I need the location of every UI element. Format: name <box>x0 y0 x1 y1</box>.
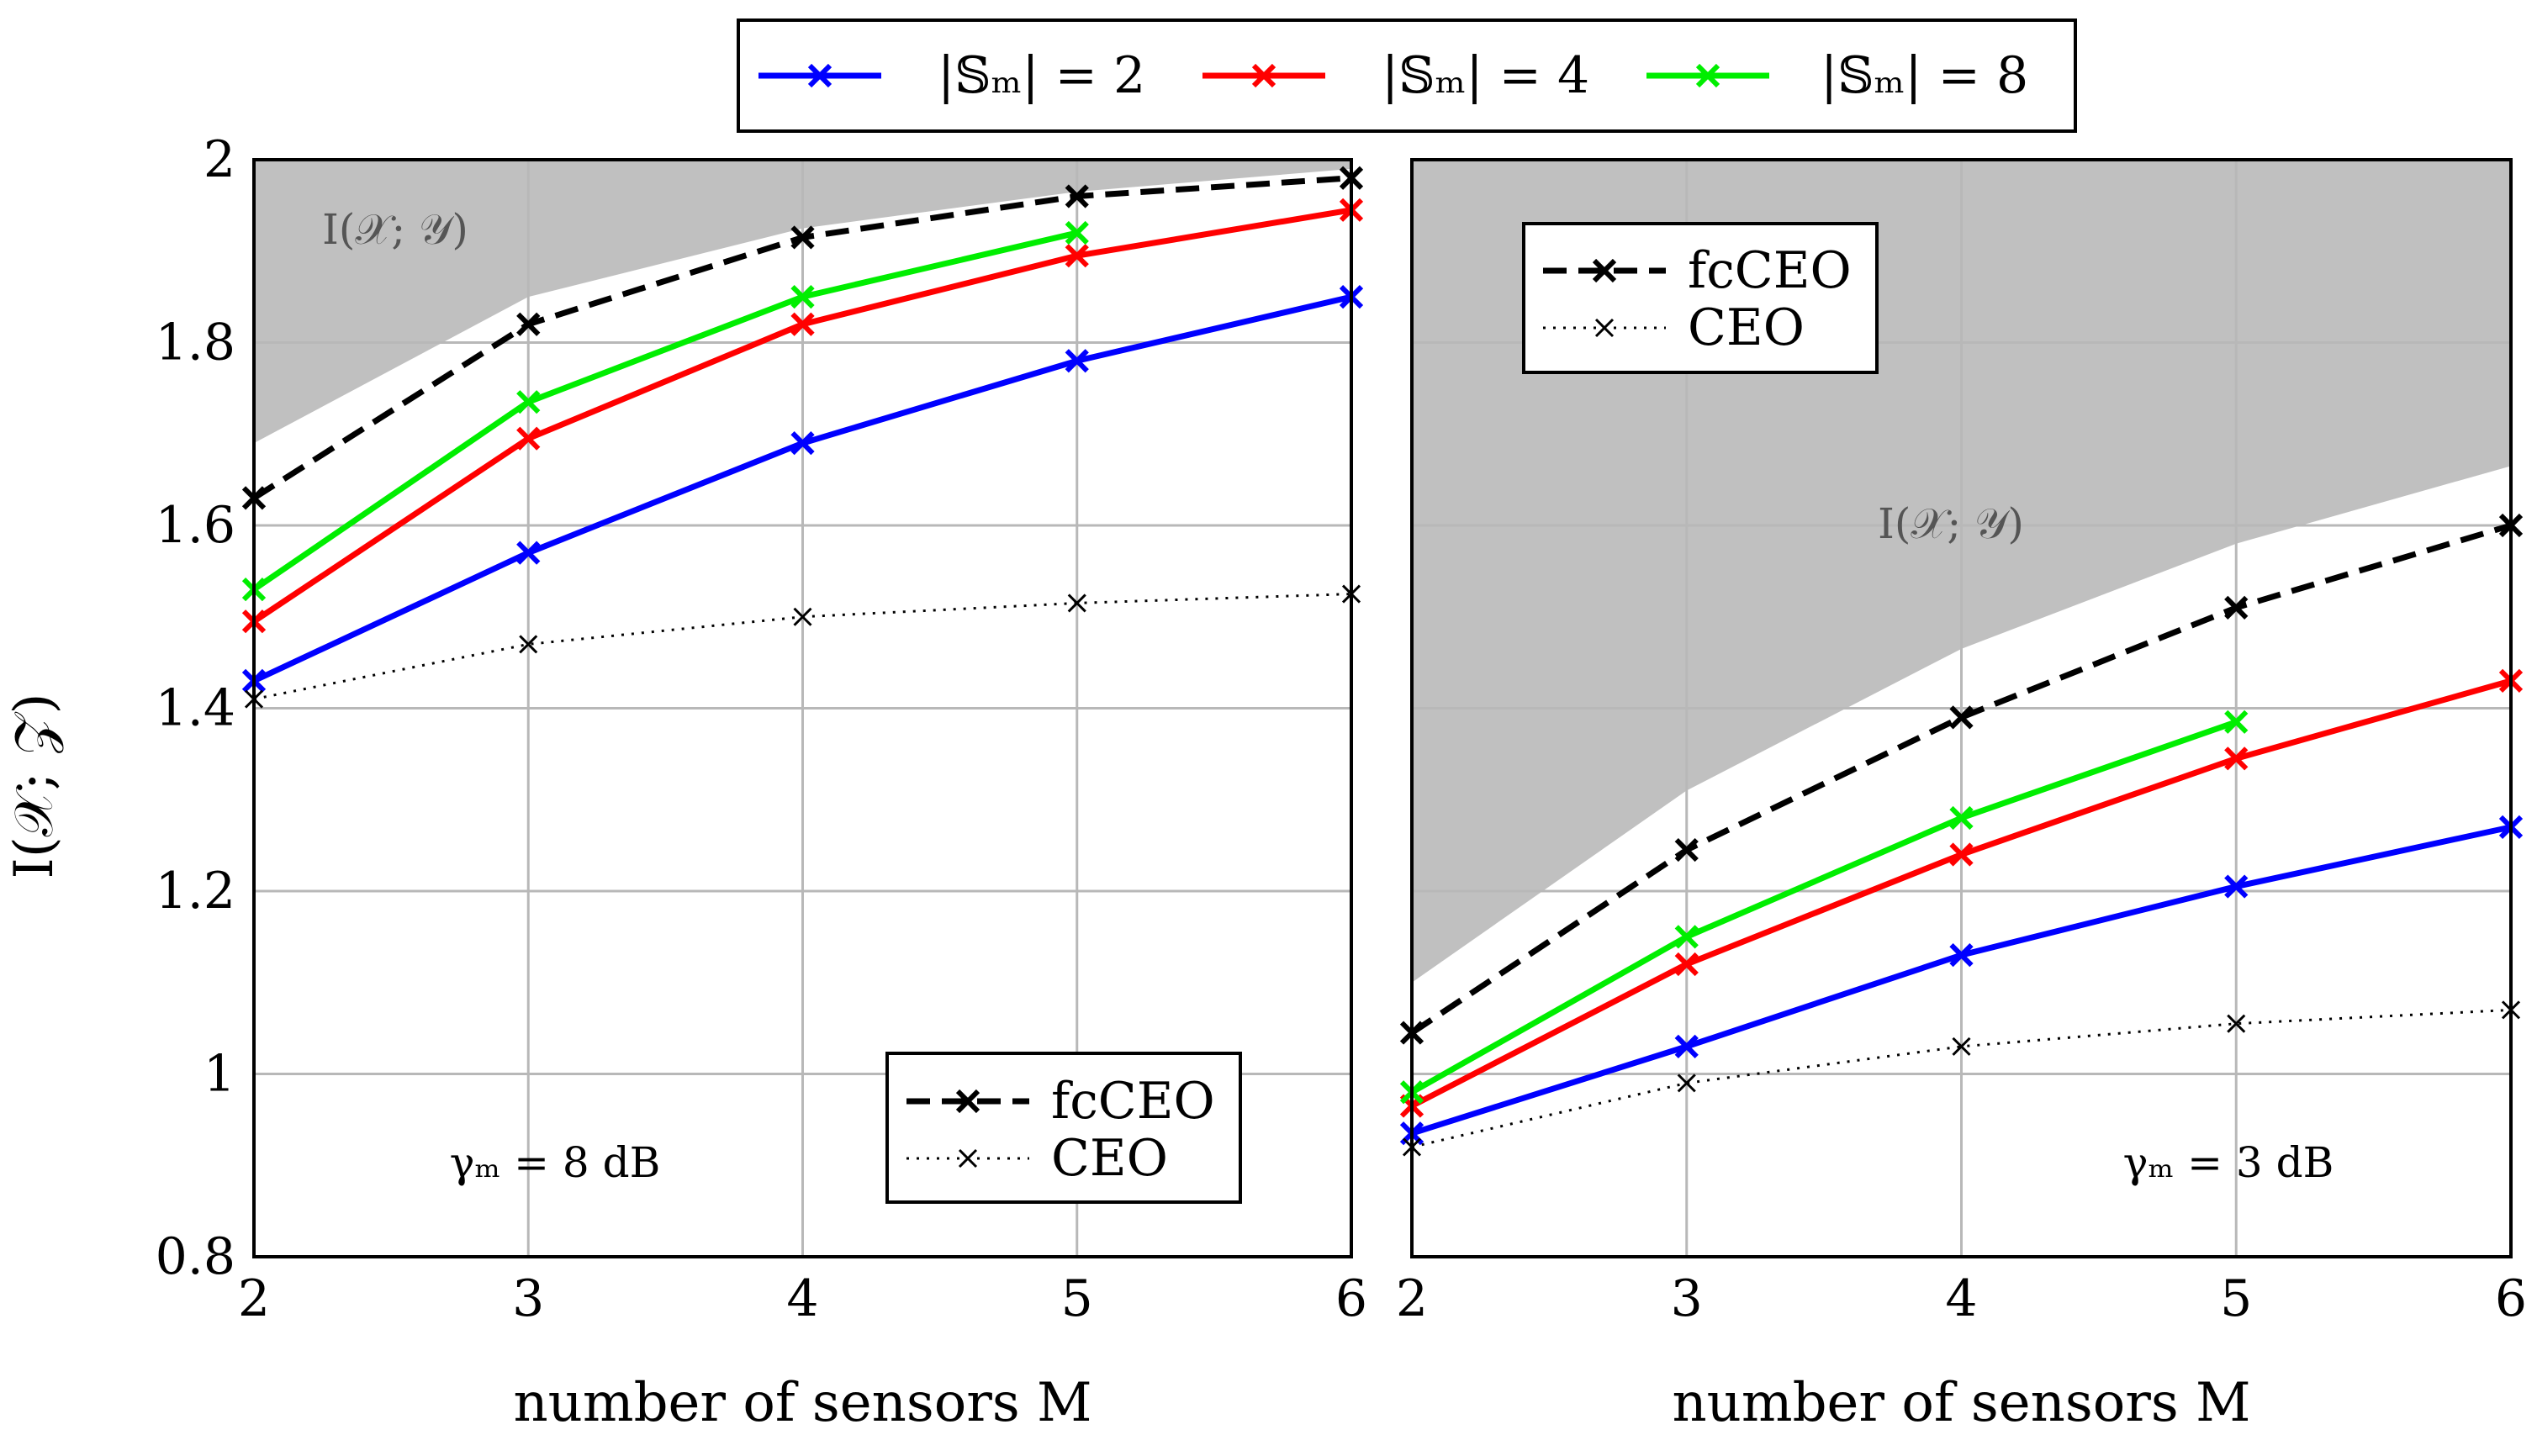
left-y-tick-label-6: 2 <box>203 130 235 189</box>
right-marker-ceo-5 <box>2227 1014 2246 1033</box>
right-x-tick-label-5: 5 <box>2220 1269 2252 1328</box>
left-y-tick-label-1: 1 <box>203 1045 235 1104</box>
legend-marker-s4 <box>1251 63 1276 88</box>
left-x-tick-label-6: 6 <box>1335 1269 1367 1328</box>
legend-entry-s8: |𝕊ₘ| = 8 <box>1646 46 2028 105</box>
top-legend-box <box>737 18 2077 133</box>
left-y-tick-label-3: 1.4 <box>156 679 235 738</box>
left-x-tick-label-5: 5 <box>1061 1269 1093 1328</box>
right-x-axis-label: number of sensors M <box>1672 1372 2250 1434</box>
right-marker-s2-5 <box>2224 874 2249 899</box>
y-axis-label: I(𝒳; 𝒵) <box>3 694 66 879</box>
left-panel: 2 3 4 5 6 0.8 1 1.2 1.4 1.6 1.8 2 number of sensors … <box>156 130 1368 1434</box>
left-y-tick-label-4: 1.6 <box>156 496 235 555</box>
left-y-tick-label-5: 1.8 <box>156 314 235 372</box>
left-y-tick-label-0: 0.8 <box>156 1227 235 1286</box>
left-marker-s8-4 <box>790 285 815 309</box>
left-marker-s2-3 <box>516 541 541 565</box>
left-x-tick-label-4: 4 <box>786 1269 818 1328</box>
right-legend-label-fcceo: fcCEO <box>1688 241 1852 300</box>
left-marker-fcceo-3 <box>516 312 541 336</box>
left-marker-s4-5 <box>1065 244 1089 268</box>
right-marker-s2-4 <box>1949 943 1974 968</box>
right-marker-fcceo-5 <box>2224 595 2249 620</box>
legend-label-s8: |𝕊ₘ| = 8 <box>1821 46 2028 105</box>
right-marker-ceo-4 <box>1952 1037 1971 1056</box>
right-panel-legend-box <box>1522 222 1879 374</box>
left-plot-frame <box>252 158 1353 1258</box>
right-legend-label-ceo: CEO <box>1688 298 1805 357</box>
left-x-axis-label: number of sensors M <box>513 1372 1091 1434</box>
left-bound-label: I(𝒳; 𝒴) <box>322 205 468 254</box>
right-x-tick-label-2: 2 <box>1396 1269 1428 1328</box>
right-marker-s4-4 <box>1949 842 1974 867</box>
left-marker-fcceo-5 <box>1065 184 1089 208</box>
right-panel-legend: fcCEO CEO <box>1522 222 1879 374</box>
right-marker-s8-5 <box>2224 710 2249 734</box>
left-y-tick-label-2: 1.2 <box>156 862 235 921</box>
left-snr-annotation: γₘ = 8 dB <box>450 1138 661 1187</box>
right-marker-s8-3 <box>1674 925 1699 949</box>
left-marker-s4-4 <box>790 312 815 336</box>
left-marker-ceo-4 <box>793 607 812 626</box>
right-series-line-s8 <box>1410 719 2238 1095</box>
right-marker-s4-3 <box>1674 952 1699 977</box>
left-marker-fcceo-4 <box>790 225 815 250</box>
legend-entry-s4: |𝕊ₘ| = 4 <box>1202 46 1589 105</box>
left-legend-marker-ceo <box>958 1148 978 1168</box>
right-marker-s2-3 <box>1674 1034 1699 1058</box>
left-marker-ceo-3 <box>519 635 538 654</box>
left-legend-marker-fcceo <box>955 1089 980 1114</box>
left-marker-s2-4 <box>790 431 815 456</box>
left-marker-s8-3 <box>516 390 541 414</box>
legend-entry-s2: |𝕊ₘ| = 2 <box>758 46 1145 105</box>
right-marker-s4-5 <box>2224 746 2249 771</box>
legend-marker-s2 <box>807 63 832 88</box>
right-legend-marker-fcceo <box>1592 258 1617 283</box>
right-bound-label: I(𝒳; 𝒴) <box>1878 499 2024 548</box>
legend-label-s4: |𝕊ₘ| = 4 <box>1382 46 1589 105</box>
left-legend-label-ceo: CEO <box>1051 1129 1168 1188</box>
right-plot-frame <box>1410 158 2513 1258</box>
right-x-tick-label-3: 3 <box>1671 1269 1703 1328</box>
right-series-line-fcceo <box>1410 522 2513 1036</box>
left-x-tick-label-2: 2 <box>238 1269 270 1328</box>
left-legend-label-fcceo: fcCEO <box>1051 1072 1215 1131</box>
right-x-tick-label-4: 4 <box>1945 1269 1977 1328</box>
right-legend-marker-ceo <box>1594 318 1615 338</box>
right-marker-fcceo-3 <box>1674 837 1699 863</box>
legend-marker-s8 <box>1695 63 1720 88</box>
left-marker-s4-3 <box>516 426 541 451</box>
left-marker-s2-5 <box>1065 349 1089 373</box>
right-marker-ceo-3 <box>1677 1074 1696 1093</box>
left-series-line-s8 <box>252 229 1078 593</box>
left-marker-s8-5 <box>1065 220 1089 245</box>
top-legend: |𝕊ₘ| = 2 |𝕊ₘ| = 4 |𝕊ₘ| = 8 <box>737 18 2077 133</box>
left-panel-legend-box <box>885 1052 1242 1204</box>
legend-label-s2: |𝕊ₘ| = 2 <box>938 46 1145 105</box>
right-x-tick-label-6: 6 <box>2495 1269 2527 1328</box>
left-panel-legend: fcCEO CEO <box>885 1052 1242 1204</box>
left-marker-ceo-5 <box>1067 593 1086 613</box>
right-marker-s8-4 <box>1949 805 1974 831</box>
right-snr-annotation: γₘ = 3 dB <box>2123 1138 2334 1187</box>
right-marker-fcceo-4 <box>1949 705 1974 730</box>
left-x-tick-label-3: 3 <box>512 1269 544 1328</box>
